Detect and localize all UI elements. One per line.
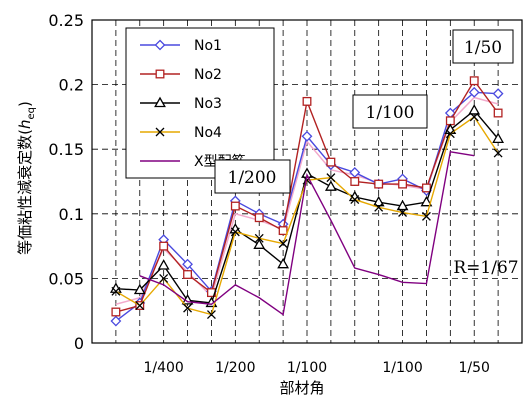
- legend-label-4: No4: [194, 125, 222, 141]
- annotation-1-200: 1/200: [214, 159, 291, 194]
- series-5-line: [139, 150, 475, 316]
- series-4-point-1: [111, 286, 121, 296]
- legend-marker-1: [154, 39, 166, 51]
- legend-marker-3: [154, 96, 166, 108]
- y-tick-label-4: 0.2: [59, 76, 84, 95]
- series-3-point-8: [277, 257, 290, 269]
- series-2: [111, 76, 503, 317]
- series-3-point-16: [468, 104, 481, 115]
- y-tick-label-5: 0.25: [48, 11, 84, 30]
- legend-marker-4: [155, 127, 165, 137]
- series-3-point-10: [324, 180, 337, 191]
- legend-item-2: No2: [140, 67, 222, 83]
- series-1-point-17: [492, 88, 504, 100]
- svg-text:1/50: 1/50: [464, 38, 502, 58]
- series-2-point-7: [254, 213, 264, 223]
- legend-label-2: No2: [194, 67, 222, 83]
- series-4-point-4: [183, 303, 193, 313]
- series-3-point-7: [253, 238, 266, 249]
- series-4-point-16: [469, 112, 479, 122]
- legend-marker-2: [155, 69, 165, 79]
- x-axis-title: 部材角: [279, 379, 324, 397]
- series-4-point-14: [421, 211, 431, 221]
- legend-label-1: No1: [194, 38, 222, 54]
- series-1-point-16: [468, 86, 480, 98]
- series-2-point-3: [159, 241, 169, 251]
- y-tick-label-2: 0.1: [59, 205, 84, 224]
- annotation-r-1-67: R=1/67: [453, 258, 518, 278]
- y-tick-label-3: 0.15: [48, 140, 84, 159]
- series-4-point-17: [493, 148, 503, 158]
- series-3-point-13: [396, 199, 409, 211]
- plot-border: [91, 19, 523, 344]
- x-tick-label-3: 1/100: [382, 360, 422, 376]
- x-tick-label-4: 1/50: [458, 360, 489, 376]
- y-axis-title: 等価粘性減衰定数(heq): [16, 101, 37, 255]
- x-tick-label-0: 1/400: [143, 360, 183, 376]
- x-axis-ticks: 1/400 1/200 1/100 1/100 1/50: [143, 360, 489, 376]
- series-4-point-12: [374, 202, 384, 212]
- series-4-point-3: [159, 273, 169, 283]
- legend-item-3: No3: [140, 96, 222, 112]
- legend: No1No2No3No4X型配筋: [125, 27, 275, 179]
- series-3-point-12: [372, 195, 385, 207]
- series-2-point-16: [469, 76, 479, 86]
- annotation-1-100: 1/100: [352, 94, 428, 129]
- legend-item-4: No4: [140, 125, 222, 141]
- series-4: [111, 112, 503, 320]
- series-2-point-13: [398, 179, 408, 189]
- series-1-point-11: [349, 167, 361, 178]
- series-2-point-11: [350, 177, 360, 186]
- series-1-point-1: [110, 315, 122, 327]
- series-3-point-3: [157, 259, 170, 270]
- series-4-point-7: [254, 233, 264, 243]
- series-4-point-2: [135, 301, 145, 310]
- series-1-point-9: [301, 130, 313, 142]
- series-1-point-4: [182, 258, 193, 270]
- series-5: [139, 150, 475, 316]
- series-4-point-5: [206, 310, 216, 320]
- series-layer: [109, 76, 505, 327]
- x-tick-label-1: 1/200: [215, 360, 255, 376]
- series-4-point-10: [326, 173, 336, 183]
- series-2-point-8: [278, 226, 288, 236]
- y-tick-label-0: 0: [74, 334, 84, 353]
- series-2-point-1: [111, 307, 121, 317]
- series-2-point-6: [230, 201, 240, 211]
- series-2-point-12: [374, 179, 384, 189]
- series-3-point-17: [492, 132, 505, 144]
- series-2-point-14: [421, 183, 431, 193]
- series-2-point-4: [183, 270, 193, 279]
- x-tick-label-2: 1/100: [287, 360, 327, 376]
- y-axis-ticks: 0 0.05 0.1 0.15 0.2 0.25: [48, 11, 84, 353]
- svg-text:1/100: 1/100: [366, 103, 415, 123]
- series-4-point-9: [302, 175, 312, 185]
- series-4-point-6: [230, 227, 240, 237]
- legend-label-3: No3: [194, 96, 222, 112]
- series-3-point-14: [420, 195, 433, 207]
- series-2-point-17: [493, 108, 503, 118]
- series-2-point-15: [445, 116, 455, 126]
- series-4-point-13: [398, 208, 408, 217]
- y-tick-label-1: 0.05: [48, 269, 84, 288]
- legend-item-1: No1: [140, 38, 222, 54]
- annotation-1-50: 1/50: [452, 29, 514, 64]
- series-2-point-9: [302, 96, 312, 106]
- series-4-point-8: [278, 239, 288, 248]
- series-4-point-15: [445, 129, 455, 139]
- svg-text:1/200: 1/200: [228, 168, 277, 188]
- series-3-point-2: [133, 283, 146, 295]
- series-2-point-10: [326, 157, 336, 167]
- series-4-point-11: [350, 195, 360, 205]
